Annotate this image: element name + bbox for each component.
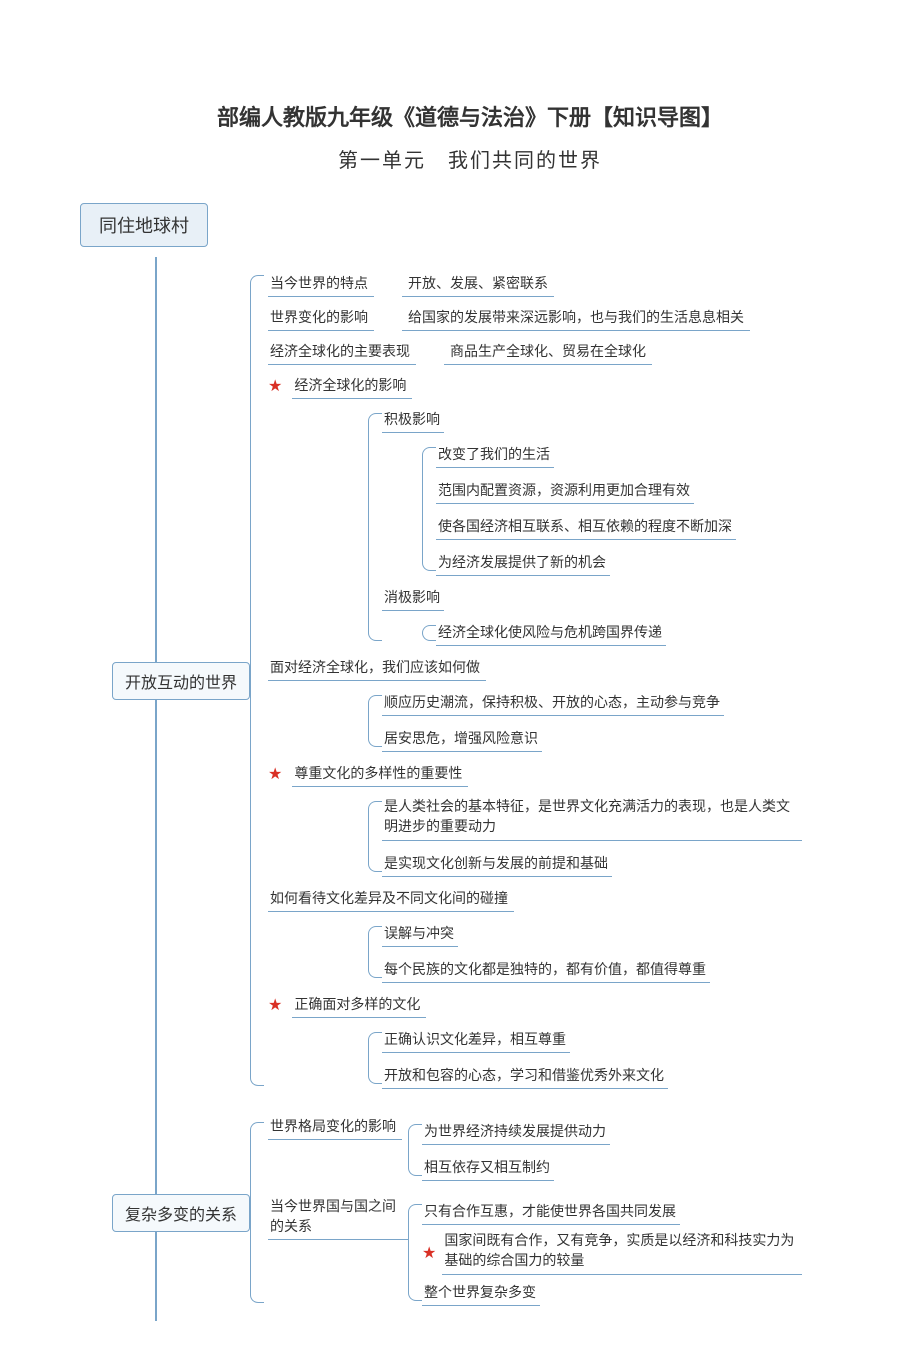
row-desc: 给国家的发展带来深远影响，也与我们的生活息息相关 bbox=[402, 305, 750, 331]
leaf-text: 正确认识文化差异，相互尊重 bbox=[382, 1027, 570, 1053]
leaf-text: 误解与冲突 bbox=[382, 921, 458, 947]
leaf-row: 整个世界复杂多变 bbox=[422, 1280, 880, 1306]
row-item: 如何看待文化差异及不同文化间的碰撞 bbox=[268, 882, 880, 916]
subhead: 消极影响 bbox=[382, 585, 444, 611]
subhead: 积极影响 bbox=[382, 407, 444, 433]
leaf-text: 只有合作互惠，才能使世界各国共同发展 bbox=[422, 1199, 680, 1225]
row-item: 经济全球化的主要表现 商品生产全球化、贸易在全球化 bbox=[268, 335, 880, 369]
bracket-icon bbox=[422, 625, 436, 641]
two-col-group: 当今世界国与国之间的关系 只有合作互惠，才能使世界各国共同发展 ★ 国家间既有合… bbox=[268, 1194, 880, 1311]
leaf-text: 居安思危，增强风险意识 bbox=[382, 726, 542, 752]
leaf-text: 改变了我们的生活 bbox=[436, 442, 554, 468]
sub-block: 误解与冲突 每个民族的文化都是独特的，都有价值，都值得尊重 bbox=[368, 916, 880, 988]
col-left: 世界格局变化的影响 bbox=[268, 1114, 408, 1140]
col-right: 为世界经济持续发展提供动力 相互依存又相互制约 bbox=[408, 1114, 880, 1186]
leaf-text: 顺应历史潮流，保持积极、开放的心态，主动参与竞争 bbox=[382, 690, 724, 716]
bracket-icon bbox=[250, 1122, 264, 1303]
section-left: 复杂多变的关系 bbox=[60, 1104, 250, 1321]
sub-block: 是人类社会的基本特征，是世界文化充满活力的表现，也是人类文明进步的重要动力 是实… bbox=[368, 791, 880, 882]
bracket-icon bbox=[422, 447, 436, 571]
bracket-icon bbox=[368, 1032, 382, 1084]
row-label: 如何看待文化差异及不同文化间的碰撞 bbox=[268, 886, 514, 912]
row-item: ★ 尊重文化的多样性的重要性 bbox=[268, 757, 880, 791]
leaf-text: 相互依存又相互制约 bbox=[422, 1155, 554, 1181]
row-item: ★ 经济全球化的影响 bbox=[268, 369, 880, 403]
mindmap-diagram: 开放互动的世界 当今世界的特点 开放、发展、紧密联系 世界变化的影响 给国家的发… bbox=[60, 257, 880, 1321]
bracket-icon bbox=[408, 1204, 422, 1301]
row-label: 世界变化的影响 bbox=[268, 305, 374, 331]
sub-block: 正确认识文化差异，相互尊重 开放和包容的心态，学习和借鉴优秀外来文化 bbox=[368, 1022, 880, 1094]
leaf-row: 只有合作互惠，才能使世界各国共同发展 bbox=[422, 1199, 880, 1225]
sub-block: 改变了我们的生活 范围内配置资源，资源利用更加合理有效 使各国经济相互联系、相互… bbox=[422, 437, 880, 581]
row-label: 经济全球化的影响 bbox=[292, 373, 412, 399]
leaf-text: 国家间既有合作，又有竞争，实质是以经济和科技实力为基础的综合国力的较量 bbox=[442, 1230, 802, 1275]
row-label: 尊重文化的多样性的重要性 bbox=[292, 761, 468, 787]
section-open-world: 开放互动的世界 当今世界的特点 开放、发展、紧密联系 世界变化的影响 给国家的发… bbox=[60, 257, 880, 1104]
row-label: 正确面对多样的文化 bbox=[292, 992, 426, 1018]
leaf-text: 整个世界复杂多变 bbox=[422, 1280, 540, 1306]
bracket-icon bbox=[368, 801, 382, 872]
leaf-text: 经济全球化使风险与危机跨国界传递 bbox=[436, 620, 666, 646]
row-item: 世界变化的影响 给国家的发展带来深远影响，也与我们的生活息息相关 bbox=[268, 301, 880, 335]
row-label: 世界格局变化的影响 bbox=[268, 1114, 402, 1140]
leaf-text: 开放和包容的心态，学习和借鉴优秀外来文化 bbox=[382, 1063, 668, 1089]
section-right: 当今世界的特点 开放、发展、紧密联系 世界变化的影响 给国家的发展带来深远影响，… bbox=[250, 257, 880, 1104]
leaf-text: 每个民族的文化都是独特的，都有价值，都值得尊重 bbox=[382, 957, 710, 983]
row-label: 当今世界国与国之间的关系 bbox=[268, 1194, 408, 1240]
sub-block: 积极影响 改变了我们的生活 范围内配置资源，资源利用更加合理有效 使各国经济相互… bbox=[368, 403, 880, 651]
row-label: 经济全球化的主要表现 bbox=[268, 339, 416, 365]
star-icon: ★ bbox=[268, 376, 282, 396]
leaf-row: ★ 国家间既有合作，又有竞争，实质是以经济和科技实力为基础的综合国力的较量 bbox=[422, 1230, 880, 1275]
sub-block: 经济全球化使风险与危机跨国界传递 bbox=[422, 615, 880, 651]
leaf-text: 为经济发展提供了新的机会 bbox=[436, 550, 610, 576]
page-subtitle: 第一单元 我们共同的世界 bbox=[60, 144, 880, 173]
bracket-icon bbox=[368, 413, 382, 641]
bracket-icon bbox=[368, 926, 382, 978]
row-item: ★ 正确面对多样的文化 bbox=[268, 988, 880, 1022]
row-desc: 商品生产全球化、贸易在全球化 bbox=[444, 339, 652, 365]
row-label: 当今世界的特点 bbox=[268, 271, 374, 297]
section-complex-relations: 复杂多变的关系 世界格局变化的影响 为世界经济持续发展提供动力 相互依存又相互制… bbox=[60, 1104, 880, 1321]
two-col-group: 世界格局变化的影响 为世界经济持续发展提供动力 相互依存又相互制约 bbox=[268, 1114, 880, 1186]
section-left: 开放互动的世界 bbox=[60, 257, 250, 1104]
root-node: 同住地球村 bbox=[80, 203, 208, 247]
leaf-text: 范围内配置资源，资源利用更加合理有效 bbox=[436, 478, 694, 504]
row-item: 当今世界的特点 开放、发展、紧密联系 bbox=[268, 267, 880, 301]
leaf-text: 为世界经济持续发展提供动力 bbox=[422, 1119, 610, 1145]
row-label: 面对经济全球化，我们应该如何做 bbox=[268, 655, 486, 681]
leaf-text: 是人类社会的基本特征，是世界文化充满活力的表现，也是人类文明进步的重要动力 bbox=[382, 796, 802, 841]
sub-block: 顺应历史潮流，保持积极、开放的心态，主动参与竞争 居安思危，增强风险意识 bbox=[368, 685, 880, 757]
row-desc: 开放、发展、紧密联系 bbox=[402, 271, 554, 297]
star-icon: ★ bbox=[422, 1243, 436, 1263]
star-icon: ★ bbox=[268, 995, 282, 1015]
row-item: 面对经济全球化，我们应该如何做 bbox=[268, 651, 880, 685]
leaf-text: 是实现文化创新与发展的前提和基础 bbox=[382, 851, 612, 877]
star-icon: ★ bbox=[268, 764, 282, 784]
section-right: 世界格局变化的影响 为世界经济持续发展提供动力 相互依存又相互制约 当今世界国与… bbox=[250, 1104, 880, 1321]
page-title: 部编人教版九年级《道德与法治》下册【知识导图】 bbox=[60, 100, 880, 132]
level1-node-open: 开放互动的世界 bbox=[112, 662, 250, 700]
bracket-icon bbox=[408, 1124, 422, 1176]
col-right: 只有合作互惠，才能使世界各国共同发展 ★ 国家间既有合作，又有竞争，实质是以经济… bbox=[408, 1194, 880, 1311]
bracket-icon bbox=[250, 275, 264, 1086]
col-left: 当今世界国与国之间的关系 bbox=[268, 1194, 408, 1240]
bracket-icon bbox=[368, 695, 382, 747]
level1-node-complex: 复杂多变的关系 bbox=[112, 1194, 250, 1232]
leaf-text: 使各国经济相互联系、相互依赖的程度不断加深 bbox=[436, 514, 736, 540]
